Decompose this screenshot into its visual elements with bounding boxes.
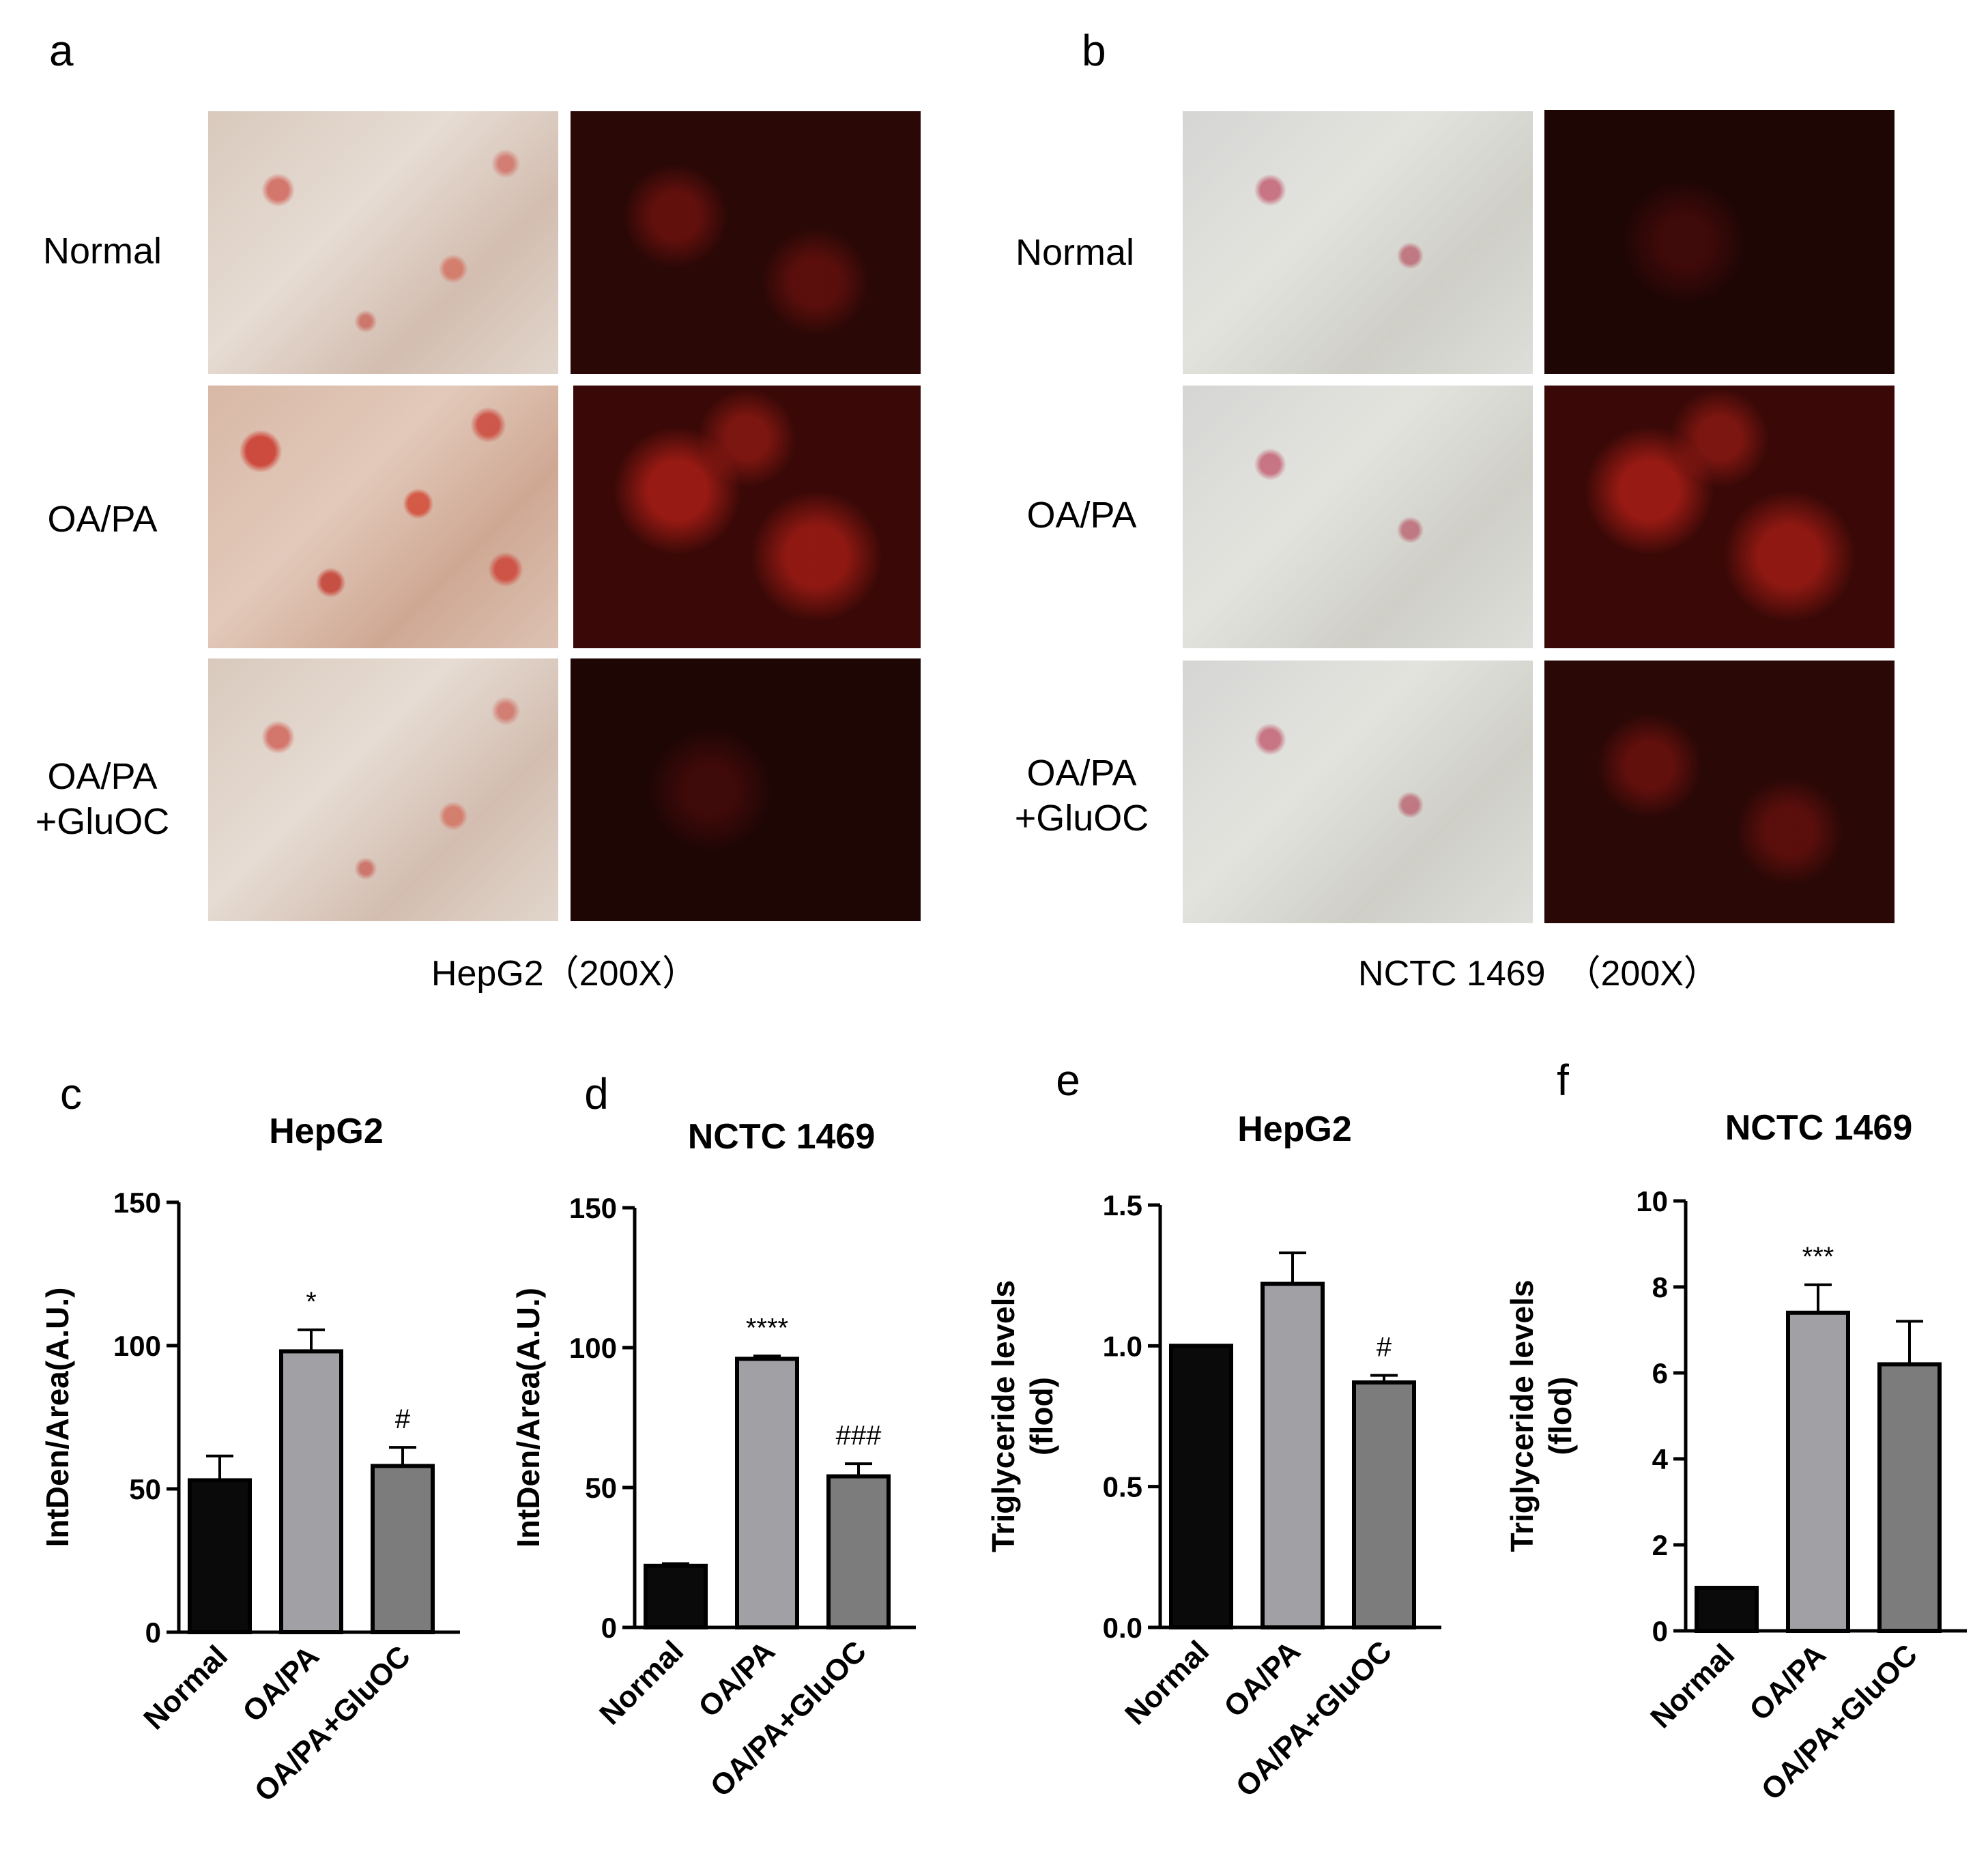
micrograph-hepg2-normal-fluorescence: [571, 111, 921, 374]
y-tick-label: 6: [1652, 1357, 1668, 1389]
micrograph-nctc1469-normal-fluorescence: [1544, 110, 1895, 374]
y-tick-label: 150: [113, 1187, 161, 1219]
y-tick-label: 100: [569, 1332, 617, 1364]
micrograph-hepg2-oapa-gluoc-fluorescence: [571, 658, 921, 921]
bar: [279, 1349, 343, 1634]
chart-c: c HepG2 IntDen/Area(A.U.) 0 50 100 150 Normal * O…: [40, 1069, 460, 1808]
y-axis-label: Triglyceride levels(flod): [985, 1280, 1059, 1552]
y-tick-label: 50: [585, 1472, 617, 1504]
bar: [1877, 1362, 1942, 1633]
panel-letter-c: c: [60, 1069, 82, 1118]
micrograph-nctc1469-normal-brightfield: [1183, 111, 1533, 374]
bar: [1695, 1586, 1759, 1633]
panel-a-row-label-normal: Normal: [42, 231, 162, 272]
x-tick-label: OA/PA+GluOC: [1755, 1638, 1925, 1807]
micrograph-nctc1469-oapa-fluorescence: [1544, 386, 1895, 648]
y-tick-label: 0.0: [1103, 1612, 1142, 1644]
significance-marker: ###: [836, 1421, 882, 1451]
x-tick-label: OA/PA: [1743, 1638, 1832, 1727]
x-tick-label: OA/PA+GluOC: [704, 1634, 874, 1803]
x-tick-label: Normal: [593, 1634, 690, 1731]
y-tick-label: 2: [1652, 1529, 1668, 1561]
chart-e: e HepG2 Triglyceride levels(flod) 0.0 0.5 1.0…: [985, 1056, 1441, 1803]
bar: [371, 1464, 435, 1635]
x-tick-label: OA/PA+GluOC: [248, 1639, 418, 1808]
significance-marker: #: [1377, 1333, 1392, 1363]
x-tick-label: OA/PA: [692, 1634, 781, 1724]
y-tick-label: 50: [129, 1473, 161, 1505]
y-tick-label: 100: [113, 1330, 161, 1362]
significance-marker: ****: [746, 1313, 788, 1343]
panel-letter-f: f: [1557, 1056, 1569, 1105]
y-axis-label: IntDen/Area(A.U.): [510, 1288, 546, 1548]
y-tick-label: 150: [569, 1192, 617, 1224]
bar: [1786, 1310, 1850, 1633]
chart-title: NCTC 1469: [1725, 1108, 1913, 1148]
micrograph-nctc1469-oapa-gluoc-fluorescence: [1544, 661, 1895, 923]
bar: [735, 1357, 799, 1629]
x-tick-label: OA/PA: [1218, 1634, 1307, 1724]
panel-b-row-label-normal: Normal: [1015, 232, 1135, 273]
micrograph-nctc1469-oapa-brightfield: [1183, 386, 1533, 648]
panel-a-row-label-oapa-gluoc: OA/PA +GluOC: [35, 756, 170, 842]
micrograph-hepg2-normal-brightfield: [208, 111, 558, 374]
bar: [188, 1478, 252, 1635]
x-tick-label: OA/PA+GluOC: [1230, 1634, 1399, 1803]
bar: [1352, 1380, 1416, 1629]
micrograph-hepg2-oapa-fluorescence: [573, 386, 921, 648]
x-tick-label: Normal: [1644, 1638, 1741, 1735]
bar: [1169, 1344, 1233, 1629]
chart-f: f NCTC 1469 Triglyceride levels(flod) 0 2 4 6 8…: [1504, 1056, 1967, 1807]
y-tick-label: 10: [1636, 1185, 1668, 1217]
y-tick-label: 1.0: [1103, 1330, 1142, 1362]
chart-title: HepG2: [1237, 1110, 1352, 1149]
y-tick-label: 0: [145, 1616, 161, 1649]
y-tick-label: 0.5: [1103, 1471, 1142, 1503]
chart-title: HepG2: [269, 1112, 384, 1151]
bar: [644, 1563, 708, 1629]
panel-b-caption: NCTC 1469 （200X）: [1358, 954, 1719, 994]
x-tick-label: OA/PA: [236, 1639, 326, 1728]
y-axis-label: Triglyceride levels(flod): [1504, 1280, 1578, 1552]
significance-marker: *: [306, 1287, 317, 1317]
significance-marker: #: [395, 1404, 411, 1434]
y-tick-label: 4: [1652, 1443, 1669, 1475]
panel-letter-a: a: [49, 26, 74, 75]
bar: [1260, 1281, 1325, 1629]
y-tick-label: 8: [1652, 1271, 1668, 1303]
x-tick-label: Normal: [1119, 1634, 1215, 1731]
y-tick-label: 1.5: [1103, 1189, 1142, 1221]
chart-title: NCTC 1469: [688, 1117, 876, 1157]
y-axis-label: IntDen/Area(A.U.): [40, 1288, 75, 1548]
chart-d: d NCTC 1469 IntDen/Area(A.U.) 0 50 100 150 Norm…: [510, 1069, 916, 1803]
micrograph-hepg2-oapa-gluoc-brightfield: [208, 658, 558, 921]
panel-a-row-label-oapa: OA/PA: [47, 499, 158, 540]
significance-marker: ***: [1802, 1242, 1834, 1272]
micrograph-nctc1469-oapa-gluoc-brightfield: [1183, 661, 1533, 923]
y-tick-label: 0: [1652, 1615, 1668, 1647]
bar: [826, 1474, 891, 1629]
panel-a-caption: HepG2（200X）: [431, 954, 698, 994]
y-tick-label: 0: [601, 1612, 617, 1644]
panel-b-row-label-oapa: OA/PA: [1026, 495, 1137, 536]
micrograph-hepg2-oapa-brightfield: [208, 386, 558, 648]
panel-b-row-label-oapa-gluoc: OA/PA +GluOC: [1014, 753, 1149, 839]
panel-letter-b: b: [1082, 26, 1106, 75]
panel-letter-e: e: [1056, 1056, 1080, 1105]
x-tick-label: Normal: [137, 1639, 234, 1736]
panel-letter-d: d: [584, 1069, 609, 1118]
